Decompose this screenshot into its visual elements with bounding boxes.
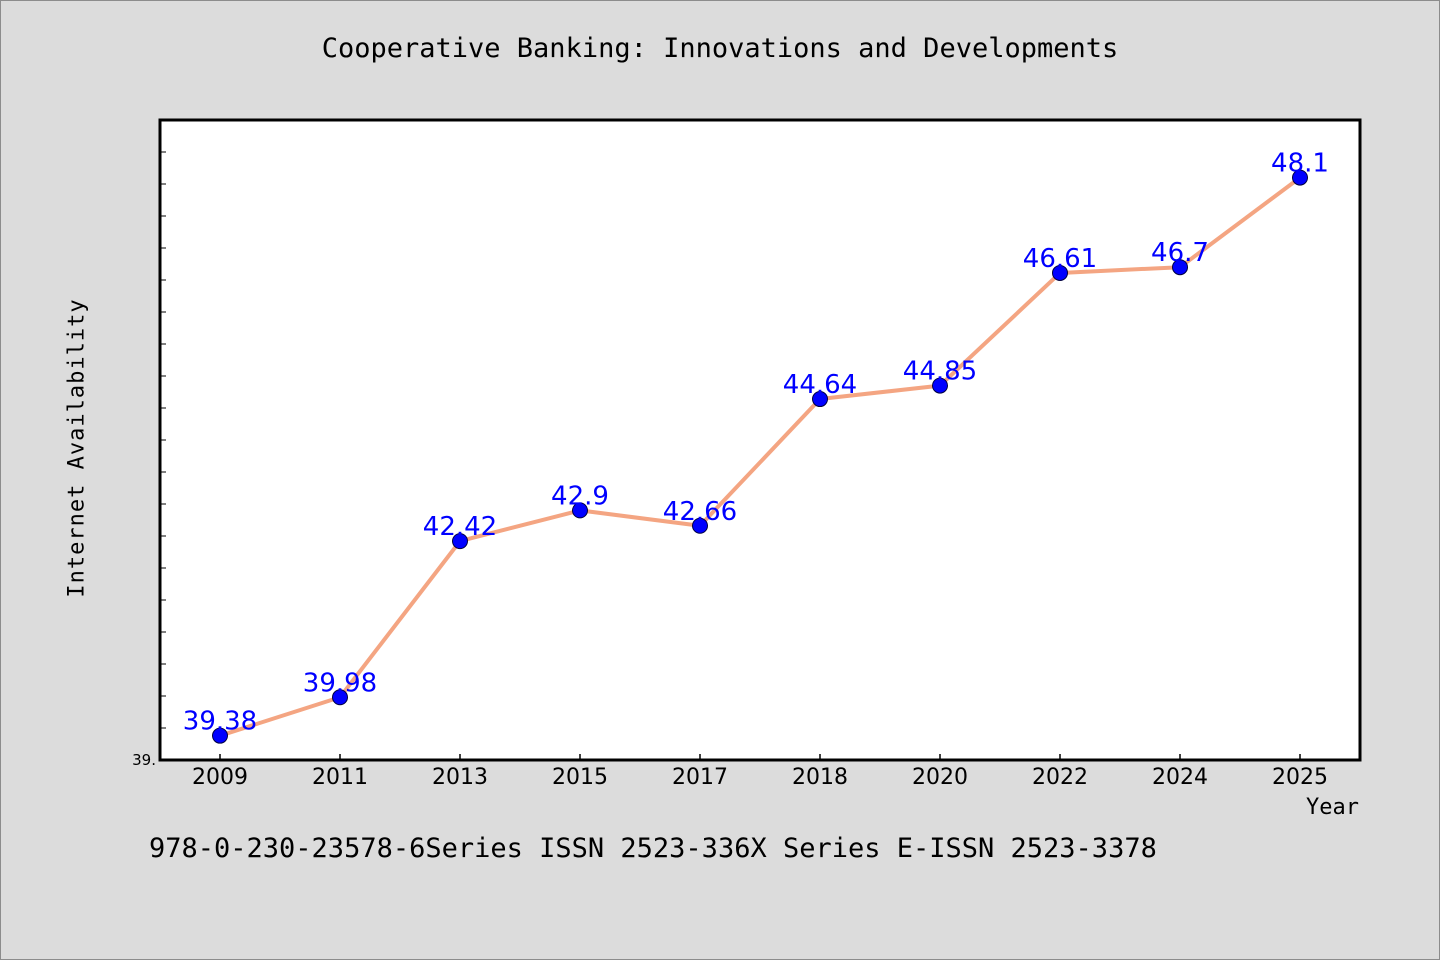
data-point — [572, 502, 588, 519]
x-tick-label: 2025 — [1272, 765, 1328, 790]
data-value-label: 46.61 — [1023, 244, 1097, 274]
data-point — [1052, 264, 1068, 281]
plot-area — [158, 118, 1362, 762]
data-point — [452, 533, 468, 550]
chart-title: Cooperative Banking: Innovations and Dev… — [321, 33, 1119, 64]
data-markers — [212, 169, 1308, 744]
x-tick-label: 2024 — [1152, 765, 1208, 790]
footer-isbn-text: 978-0-230-23578-6Series ISSN 2523-336X S… — [149, 833, 1157, 864]
data-point — [1292, 169, 1308, 186]
series-line — [218, 175, 1302, 738]
data-point — [932, 377, 948, 394]
x-tick-label: 2018 — [792, 765, 848, 790]
data-value-label: 44.85 — [903, 357, 977, 387]
data-point — [692, 517, 708, 534]
x-tick-label: 2009 — [192, 765, 248, 790]
x-tick-label: 2013 — [432, 765, 488, 790]
x-tick-label: 2011 — [312, 765, 368, 790]
x-axis-label: Year — [1306, 795, 1359, 820]
data-value-label: 46.7 — [1151, 238, 1209, 268]
data-value-label: 39.38 — [183, 707, 257, 737]
data-point — [212, 727, 228, 744]
data-point — [812, 391, 828, 408]
y-min-tick-label: 39. — [132, 751, 156, 769]
data-value-label: 39.98 — [303, 668, 377, 698]
data-value-label: 42.42 — [423, 512, 497, 542]
data-point — [332, 689, 348, 706]
data-labels: 39.38 39.98 42.42 42.9 42.66 44.64 44.85 46.61 4… — [183, 149, 1329, 737]
data-value-label: 48.1 — [1271, 149, 1329, 179]
x-tick-label: 2015 — [552, 765, 608, 790]
x-tick-label: 2022 — [1032, 765, 1088, 790]
data-value-label: 44.64 — [783, 370, 857, 400]
data-value-label: 42.66 — [663, 497, 737, 527]
x-tick-label: 2017 — [672, 765, 728, 790]
y-axis-ticks — [160, 119, 166, 761]
x-axis-ticks: 2009 2011 2013 2015 2017 2018 2020 2022 2024 2025 — [192, 754, 1328, 790]
data-value-label: 42.9 — [551, 481, 609, 511]
data-point — [1172, 259, 1188, 276]
x-tick-label: 2020 — [912, 765, 968, 790]
